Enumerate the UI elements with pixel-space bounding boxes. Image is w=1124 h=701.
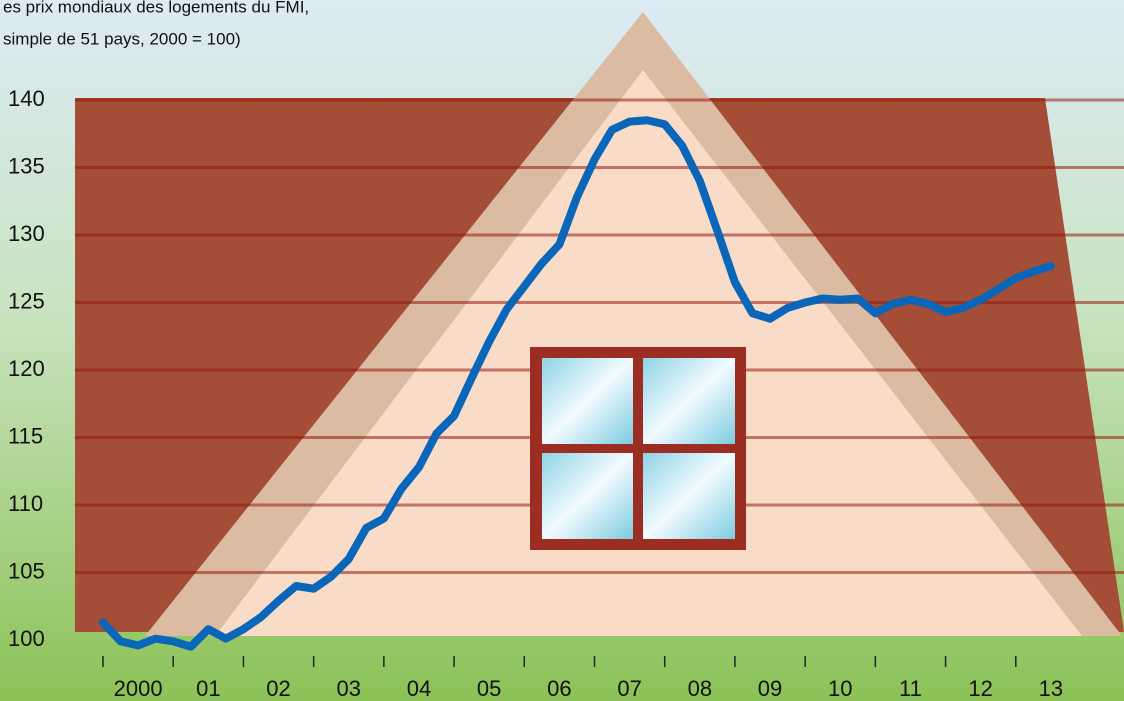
y-tick-label: 120 [8,356,45,381]
window-pane [542,453,633,539]
y-tick-label: 105 [8,558,45,583]
x-tick-label: 12 [968,676,992,701]
x-tick-label: 07 [617,676,641,701]
x-tick-label: 04 [407,676,431,701]
window-pane [643,358,735,444]
y-tick-label: 130 [8,221,45,246]
window-pane [643,453,735,539]
x-tick-label: 09 [758,676,782,701]
x-tick-label: 13 [1039,676,1063,701]
x-tick-label: 01 [196,676,220,701]
line [99,116,1055,651]
y-tick-label: 110 [8,491,43,516]
x-tick-label: 02 [266,676,290,701]
x-tick-label: 10 [828,676,852,701]
y-tick-label: 135 [8,153,45,178]
x-tick-label: 2000 [114,676,163,701]
x-tick-label: 06 [547,676,571,701]
y-tick-label: 125 [8,288,45,313]
window-pane [542,358,633,444]
y-tick-label: 100 [8,626,45,651]
x-tick-label: 08 [688,676,712,701]
window [530,347,746,550]
x-tick-label: 05 [477,676,501,701]
chart-subtitle: simple de 51 pays, 2000 = 100) [3,29,241,48]
y-tick-label: 115 [8,423,43,448]
y-tick-label: 140 [8,86,45,111]
x-tick-label: 11 [899,676,922,701]
chart-title: es prix mondiaux des logements du FMI, [3,0,309,16]
x-tick-label: 03 [337,676,361,701]
